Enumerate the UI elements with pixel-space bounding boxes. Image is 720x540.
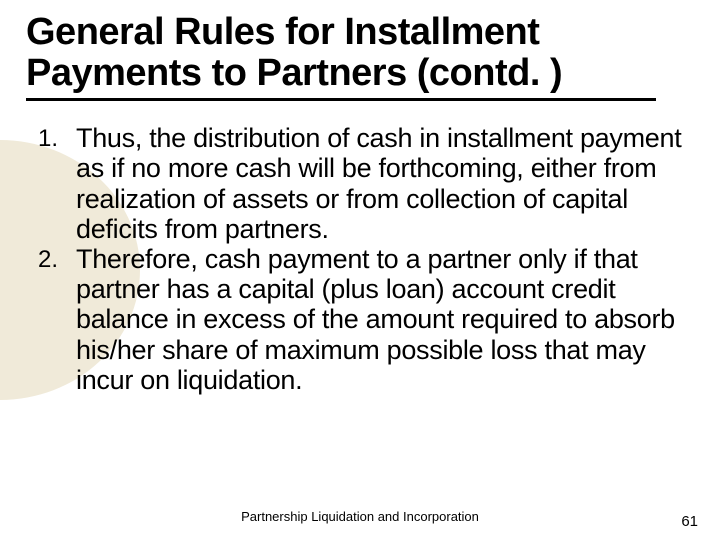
- page-number: 61: [681, 513, 698, 530]
- list-number: 1.: [38, 123, 76, 153]
- slide-title: General Rules for Installment Payments t…: [26, 12, 688, 94]
- list-text: Thus, the distribution of cash in instal…: [76, 123, 688, 244]
- list-number: 2.: [38, 244, 76, 274]
- list-item: 1. Thus, the distribution of cash in ins…: [38, 123, 688, 244]
- slide-container: General Rules for Installment Payments t…: [0, 0, 720, 540]
- slide-footer: Partnership Liquidation and Incorporatio…: [0, 509, 720, 524]
- list-text: Therefore, cash payment to a partner onl…: [76, 244, 688, 395]
- numbered-list: 1. Thus, the distribution of cash in ins…: [26, 123, 688, 395]
- list-item: 2. Therefore, cash payment to a partner …: [38, 244, 688, 395]
- title-underline: [26, 98, 656, 101]
